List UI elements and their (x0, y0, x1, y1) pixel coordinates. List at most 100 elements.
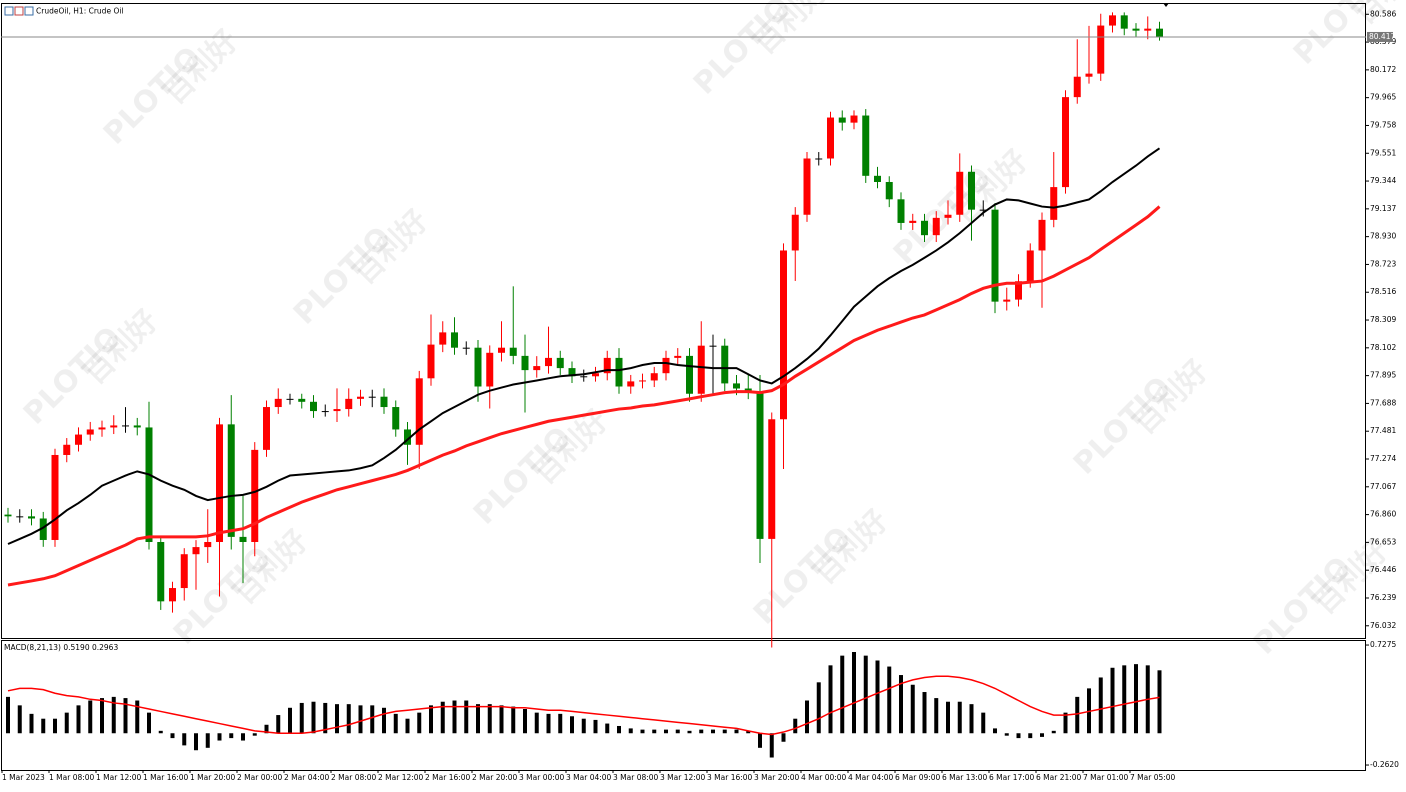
x-tick-label: 3 Mar 08:00 (613, 773, 659, 782)
macd-bar (276, 715, 281, 734)
candle-body (815, 158, 823, 160)
candle-body (733, 383, 740, 389)
candle-body (28, 516, 35, 519)
macd-bar (534, 712, 539, 734)
x-tick-label: 1 Mar 08:00 (49, 773, 95, 782)
icon[interactable] (14, 6, 24, 16)
signal-line (7, 675, 1160, 736)
macd-bar (358, 705, 363, 734)
candle-body (850, 115, 858, 123)
candle-body (1120, 15, 1128, 29)
macd-bar (899, 675, 903, 734)
y-tick-label: 76.239 (1370, 593, 1396, 602)
x-tick-label: 1 Mar 12:00 (96, 773, 142, 782)
candle-body (380, 396, 388, 408)
last-price-label: 80.417 (1369, 32, 1395, 41)
macd-bar (687, 730, 692, 734)
macd-bar (6, 696, 10, 734)
macd-bar (346, 704, 351, 734)
x-tick-label: 2 Mar 16:00 (425, 773, 471, 782)
x-tick-label: 3 Mar 04:00 (566, 773, 612, 782)
y-tick-label: 79.344 (1370, 176, 1396, 185)
candle-body (897, 199, 905, 223)
candle-body (216, 424, 223, 542)
macd-bar (464, 700, 469, 734)
macd-bar (523, 709, 527, 734)
macd-bar (816, 682, 821, 734)
candle-body (862, 115, 870, 176)
x-tick-label: 1 Mar 16:00 (143, 773, 189, 782)
macd-bar (111, 696, 116, 734)
candle-body (874, 175, 881, 182)
candle-body (768, 419, 776, 539)
candle-body (157, 541, 165, 602)
x-tick-label: 2 Mar 12:00 (378, 773, 424, 782)
candle-body (462, 347, 470, 349)
y-tick-label: 0.7275 (1370, 640, 1396, 649)
icon[interactable] (4, 6, 14, 16)
macd-bar (41, 718, 46, 734)
macd-bar (570, 716, 574, 734)
y-tick-label: 79.551 (1370, 148, 1396, 157)
macd-bar (288, 707, 292, 734)
y-tick-label: 77.274 (1370, 454, 1396, 463)
candle-body (1144, 28, 1152, 31)
candle-body (580, 376, 588, 378)
candle-body (650, 373, 658, 381)
macd-bar (957, 701, 962, 734)
macd-bar (734, 729, 739, 734)
candle-body (227, 424, 235, 537)
candle-body (274, 398, 282, 408)
candle-body (1109, 15, 1116, 26)
macd-bar (440, 701, 445, 734)
candle-body (180, 554, 188, 589)
candle-body (979, 209, 987, 211)
candle-body (368, 396, 376, 398)
candle-body (603, 357, 611, 374)
y-tick-label: 78.516 (1370, 287, 1396, 296)
candle-body (885, 181, 893, 200)
candle-body (63, 444, 71, 455)
candle-body (686, 355, 693, 394)
candle-body (827, 117, 834, 159)
y-tick-label: 76.860 (1370, 510, 1396, 519)
macd-bar (781, 733, 786, 742)
candle-body (415, 378, 423, 445)
macd-bar (53, 718, 57, 734)
x-tick-label: 3 Mar 12:00 (660, 773, 706, 782)
x-tick-label: 4 Mar 04:00 (848, 773, 894, 782)
macd-bar (476, 704, 480, 734)
macd-bar (946, 701, 950, 734)
candle-body (1026, 250, 1034, 282)
macd-bar (605, 723, 610, 734)
candle-body (333, 409, 341, 412)
candle-body (427, 344, 435, 379)
icon[interactable] (24, 6, 34, 16)
candle-body (321, 411, 329, 413)
macd-bar (158, 730, 163, 734)
candle-body (991, 209, 999, 302)
moving-average (7, 147, 1161, 545)
macd-bar (1051, 730, 1056, 734)
chart-title: CrudeOil, H1: Crude Oil (36, 7, 124, 16)
candle-body (286, 398, 294, 400)
macd-bar (922, 692, 927, 734)
macd-bar (264, 724, 269, 734)
x-tick-label: 3 Mar 16:00 (707, 773, 753, 782)
x-tick-label: 2 Mar 04:00 (284, 773, 330, 782)
candle-body (204, 541, 212, 548)
candle-body (16, 516, 24, 518)
candle-body (251, 449, 259, 542)
macd-bar (1040, 733, 1044, 737)
macd-bar (852, 652, 856, 734)
macd-bar (170, 733, 175, 739)
macd-bar (241, 733, 245, 741)
x-tick-label: 4 Mar 00:00 (801, 773, 847, 782)
x-tick-label: 2 Mar 08:00 (331, 773, 377, 782)
candle-body (1132, 28, 1140, 31)
candle-body (545, 357, 552, 367)
macd-bar (1157, 670, 1162, 734)
macd-bar (217, 733, 222, 741)
scroll-marker[interactable] (1163, 3, 1169, 7)
